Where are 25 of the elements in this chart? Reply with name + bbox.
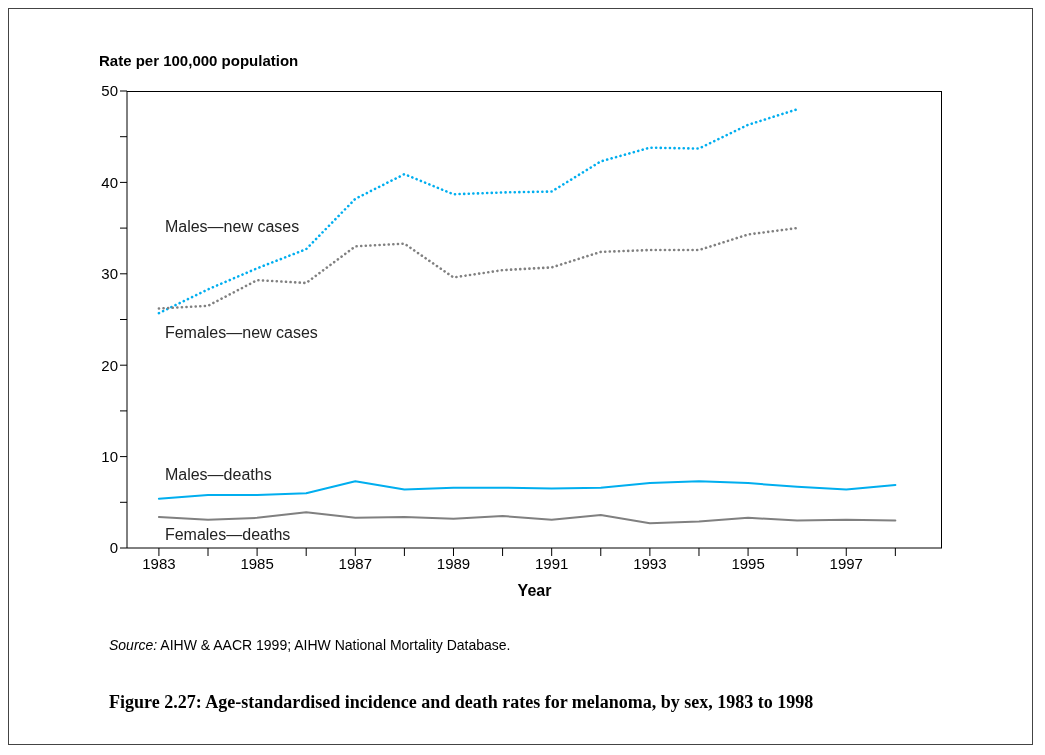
- series-label: Females—new cases: [164, 323, 318, 342]
- y-axis-title: Rate per 100,000 population: [99, 52, 299, 69]
- line-series: [157, 480, 897, 500]
- x-tick-label: 1995: [731, 554, 765, 572]
- y-tick-label: 50: [101, 82, 118, 100]
- source-note: Source: AIHW & AACR 1999; AIHW National Mortality Database.: [109, 637, 511, 653]
- y-tick-label: 10: [101, 447, 118, 465]
- y-tick-label: 0: [109, 539, 118, 557]
- x-tick-label: 1983: [142, 554, 176, 572]
- x-tick-label: 1987: [338, 554, 372, 572]
- line-series: [157, 107, 799, 315]
- x-tick-label: 1985: [240, 554, 274, 572]
- y-tick-label: 40: [101, 173, 118, 191]
- series-label: Males—deaths: [164, 465, 272, 484]
- x-tick-label: 1991: [535, 554, 569, 572]
- x-tick-label: 1997: [829, 554, 863, 572]
- line-series: [157, 511, 897, 525]
- x-tick-label: 1993: [633, 554, 667, 572]
- y-tick-label: 20: [101, 356, 118, 374]
- text: Figure 2.27: Age-standardised incidence and death rates for melanoma, by sex, 1983 to 1998: [109, 692, 815, 713]
- x-axis-title: Year: [517, 582, 552, 599]
- y-tick-label: 30: [101, 265, 118, 283]
- x-tick-label: 1989: [436, 554, 471, 572]
- series-label: Females—deaths: [164, 525, 291, 544]
- series-label: Males—new cases: [164, 218, 300, 237]
